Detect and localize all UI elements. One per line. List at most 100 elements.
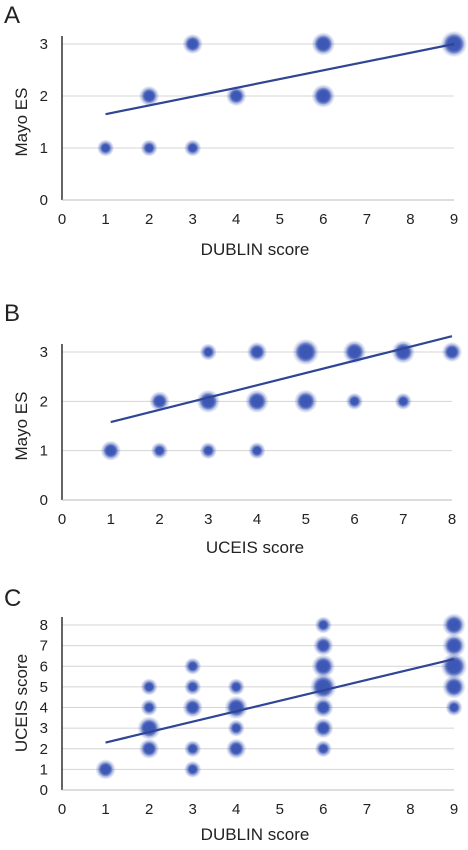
data-point — [397, 395, 409, 407]
data-point — [349, 395, 360, 407]
x-tick-label: 2 — [145, 211, 153, 228]
y-tick-label: 2 — [40, 393, 48, 410]
x-tick-label: 7 — [399, 511, 407, 528]
x-tick-label: 1 — [101, 211, 109, 228]
data-point — [295, 341, 317, 363]
panel-letter: C — [4, 585, 22, 612]
data-point — [313, 676, 334, 698]
x-axis-label: UCEIS score — [205, 538, 305, 557]
x-tick-label: 6 — [350, 511, 358, 528]
x-tick-label: 7 — [363, 211, 371, 228]
y-tick-label: 3 — [40, 36, 48, 53]
y-tick-label: 4 — [40, 700, 48, 717]
data-point — [100, 142, 112, 154]
x-tick-label: 5 — [276, 801, 284, 818]
x-tick-label: 1 — [107, 511, 115, 528]
x-axis-label: DUBLIN score — [200, 825, 310, 844]
x-tick-label: 8 — [448, 511, 456, 528]
data-point — [185, 36, 200, 52]
x-tick-label: 9 — [450, 211, 458, 228]
data-point — [448, 702, 460, 713]
x-tick-label: 0 — [58, 801, 66, 818]
data-point — [444, 344, 460, 360]
trend-line — [105, 657, 455, 744]
panel-letter: A — [4, 2, 21, 29]
data-point — [185, 700, 200, 715]
data-point — [154, 445, 165, 457]
x-tick-label: 6 — [319, 801, 327, 818]
data-point — [314, 35, 333, 53]
y-tick-label: 6 — [40, 658, 48, 675]
chart-c: 0 1 2 3 4 5 6 7 8 0 1 2 3 4 5 6 7 8 9 — [40, 613, 468, 818]
x-tick-label: 1 — [101, 801, 109, 818]
x-tick-label: 2 — [145, 801, 153, 818]
x-tick-label: 6 — [319, 211, 327, 228]
x-tick-label: 4 — [232, 211, 240, 228]
x-tick-label: 4 — [253, 511, 261, 528]
chart-a: 0 1 2 3 0 1 2 3 4 5 6 7 8 9 — [40, 30, 468, 228]
trend-line — [105, 42, 455, 116]
x-tick-label: 8 — [406, 801, 414, 818]
y-tick-label: 2 — [40, 88, 48, 105]
x-tick-label: 3 — [188, 801, 196, 818]
data-point — [187, 743, 199, 755]
chart-b: 0 1 2 3 0 1 2 3 4 5 6 7 8 — [40, 335, 463, 528]
data-point — [229, 741, 244, 756]
y-tick-label: 1 — [40, 761, 48, 778]
data-point — [143, 702, 155, 713]
y-tick-label: 2 — [40, 741, 48, 758]
y-tick-label: 7 — [40, 638, 48, 655]
data-point — [187, 142, 199, 154]
x-tick-label: 9 — [450, 801, 458, 818]
trend-line — [110, 335, 453, 424]
y-tick-label: 3 — [40, 344, 48, 361]
data-point — [249, 344, 265, 360]
y-tick-label: 0 — [40, 492, 48, 509]
data-point — [142, 88, 157, 104]
data-point — [297, 392, 315, 411]
x-tick-label: 2 — [155, 511, 163, 528]
y-tick-label: 1 — [40, 443, 48, 460]
data-point — [152, 394, 167, 409]
x-tick-label: 5 — [302, 511, 310, 528]
data-point — [317, 743, 329, 755]
data-point — [316, 721, 331, 736]
data-point — [230, 681, 242, 693]
data-point — [445, 636, 463, 655]
data-point — [345, 343, 364, 361]
data-point — [229, 88, 244, 104]
data-point — [187, 763, 199, 775]
data-point — [316, 638, 331, 653]
data-point — [187, 660, 199, 672]
x-tick-label: 5 — [276, 211, 284, 228]
data-point — [445, 616, 463, 634]
y-tick-label: 0 — [40, 192, 48, 209]
data-point — [187, 681, 199, 693]
data-point — [202, 445, 214, 457]
y-tick-label: 8 — [40, 617, 48, 634]
x-tick-label: 0 — [58, 511, 66, 528]
data-point — [251, 445, 263, 457]
y-tick-label: 5 — [40, 679, 48, 696]
x-tick-label: 4 — [232, 801, 240, 818]
data-point — [314, 657, 333, 675]
data-point — [317, 619, 329, 631]
data-point — [142, 741, 157, 756]
data-point — [314, 87, 333, 105]
data-point — [248, 392, 266, 411]
x-tick-label: 7 — [363, 801, 371, 818]
data-point — [230, 722, 242, 734]
data-point — [98, 762, 113, 777]
x-tick-label: 8 — [406, 211, 414, 228]
y-tick-label: 1 — [40, 140, 48, 157]
x-axis-label: DUBLIN score — [200, 240, 310, 259]
data-point — [143, 142, 155, 154]
data-point — [202, 346, 214, 358]
data-point — [143, 681, 155, 693]
y-tick-label: 3 — [40, 720, 48, 737]
data-point — [103, 443, 118, 458]
panel-letter: B — [4, 300, 21, 327]
